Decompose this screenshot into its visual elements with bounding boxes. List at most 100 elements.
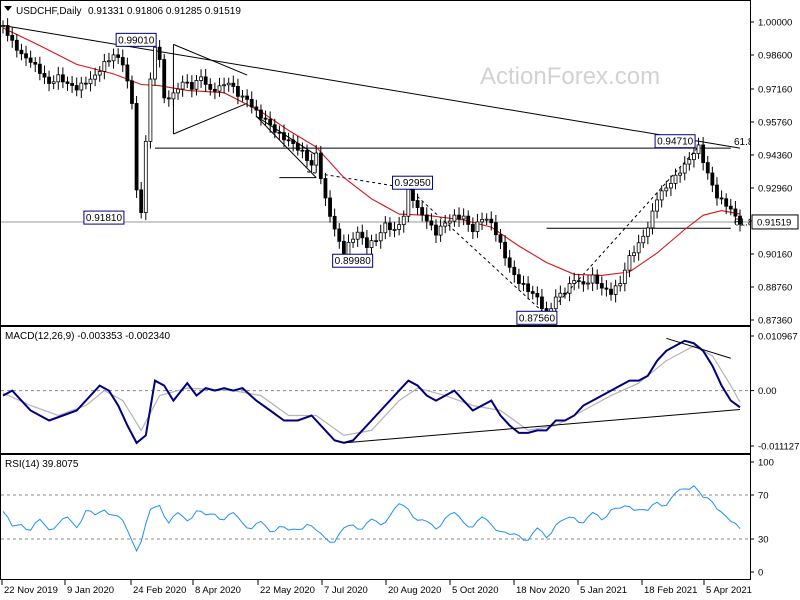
candle-body	[295, 143, 300, 151]
price-annotation-box	[332, 253, 374, 268]
candle-body	[143, 140, 148, 213]
candle-body	[42, 73, 47, 78]
date-tick-label: 18 Feb 2021	[644, 585, 697, 596]
date-tick-label: 18 Nov 2020	[516, 585, 570, 596]
candle-body	[314, 152, 319, 166]
candle-body	[457, 214, 461, 220]
candle-body	[277, 131, 282, 134]
candle-body	[599, 283, 604, 289]
candle-body	[581, 281, 586, 285]
candle-body	[231, 82, 236, 87]
candle-body	[687, 159, 692, 165]
decline-line	[408, 187, 547, 316]
candle-body	[447, 220, 452, 224]
candle-body	[194, 80, 199, 90]
candle-body	[563, 292, 567, 295]
rsi-tick-label: 30	[758, 535, 769, 546]
candle-body	[383, 222, 388, 234]
candle-body	[226, 82, 231, 86]
candle-body	[272, 124, 277, 133]
fib-label: 61.8	[734, 217, 754, 228]
candle-body	[37, 63, 42, 74]
candle-body	[517, 274, 521, 284]
macd-panel	[0, 326, 751, 454]
candle-body	[102, 61, 107, 72]
candle-body	[189, 82, 194, 90]
candle-body	[328, 197, 332, 217]
date-axis: 22 Nov 2019 9 Jan 2020 24 Feb 2020 8 Apr 20…	[1, 580, 752, 596]
candle-body	[309, 160, 314, 166]
candle-body	[424, 214, 429, 222]
price-tick-label: 0.95760	[758, 117, 792, 128]
candle-body	[1, 25, 5, 27]
candle-body	[728, 205, 733, 210]
candle-body	[171, 92, 176, 100]
candle-body	[420, 207, 425, 216]
price-annotation-box	[83, 210, 125, 225]
candle-body	[249, 98, 254, 108]
candle-body	[130, 80, 134, 104]
candle-body	[60, 74, 65, 83]
candle-body	[65, 81, 70, 84]
candle-body	[208, 83, 213, 90]
candle-body	[733, 208, 738, 217]
candle-body	[79, 82, 84, 91]
candle-body	[724, 198, 729, 207]
date-tick-label: 24 Feb 2020	[133, 585, 186, 596]
price-annotation-label: 0.89980	[335, 256, 372, 267]
candle-body	[47, 76, 51, 84]
date-tick-label: 5 Oct 2020	[452, 585, 498, 596]
candlesticks	[1, 18, 742, 322]
price-tick-label: 1.00000	[758, 18, 792, 29]
price-annotation-box	[654, 134, 696, 149]
triangle-upper-line	[173, 43, 248, 76]
falling-channel-top	[256, 115, 317, 156]
candle-body	[609, 288, 613, 295]
last-price-label: 0.91519	[757, 217, 791, 228]
candle-body	[166, 97, 171, 100]
candle-body	[355, 231, 360, 240]
candle-body	[526, 283, 531, 292]
candle-body	[180, 81, 185, 90]
candle-body	[185, 81, 190, 84]
macd-tick-label: 0.00	[758, 386, 777, 397]
price-annotation-box	[516, 310, 558, 325]
candle-body	[305, 150, 309, 161]
candle-body	[650, 210, 655, 229]
candle-body	[664, 187, 669, 192]
candle-body	[434, 224, 438, 236]
candle-body	[719, 197, 724, 200]
fib-label: 61.8	[734, 137, 754, 148]
candle-body	[51, 81, 56, 84]
candle-body	[682, 163, 687, 174]
candle-body	[24, 53, 28, 59]
date-tick-label: 20 Aug 2020	[388, 585, 441, 596]
candle-body	[645, 227, 650, 237]
candle-body	[738, 215, 742, 225]
header-title: USDCHF,Daily	[16, 6, 82, 17]
candle-body	[199, 76, 203, 81]
candle-body	[540, 296, 544, 309]
candle-body	[613, 285, 618, 295]
candle-body	[452, 214, 457, 222]
candle-body	[111, 54, 116, 62]
candle-body	[318, 152, 323, 179]
candle-body	[300, 149, 305, 152]
retrace-dash	[306, 171, 409, 189]
price-tick-label: 0.88760	[758, 282, 792, 293]
candle-body	[236, 86, 240, 97]
candle-body	[401, 215, 406, 226]
candle-body	[70, 83, 74, 86]
candle-body	[337, 228, 342, 242]
candle-body	[10, 35, 15, 41]
candle-body	[116, 54, 121, 58]
candle-body	[153, 46, 157, 80]
last-price-box	[751, 214, 799, 230]
menu-triangle-icon[interactable]	[4, 6, 12, 11]
candle-body	[291, 139, 296, 144]
macd-tick-label: -0.011127	[758, 442, 799, 453]
candle-body	[93, 74, 98, 80]
rsi-title: RSI(14) 39.8075	[5, 459, 79, 470]
rsi-axis: 100 70 30 0	[750, 458, 774, 579]
watermark: ActionForex.com	[480, 63, 660, 90]
